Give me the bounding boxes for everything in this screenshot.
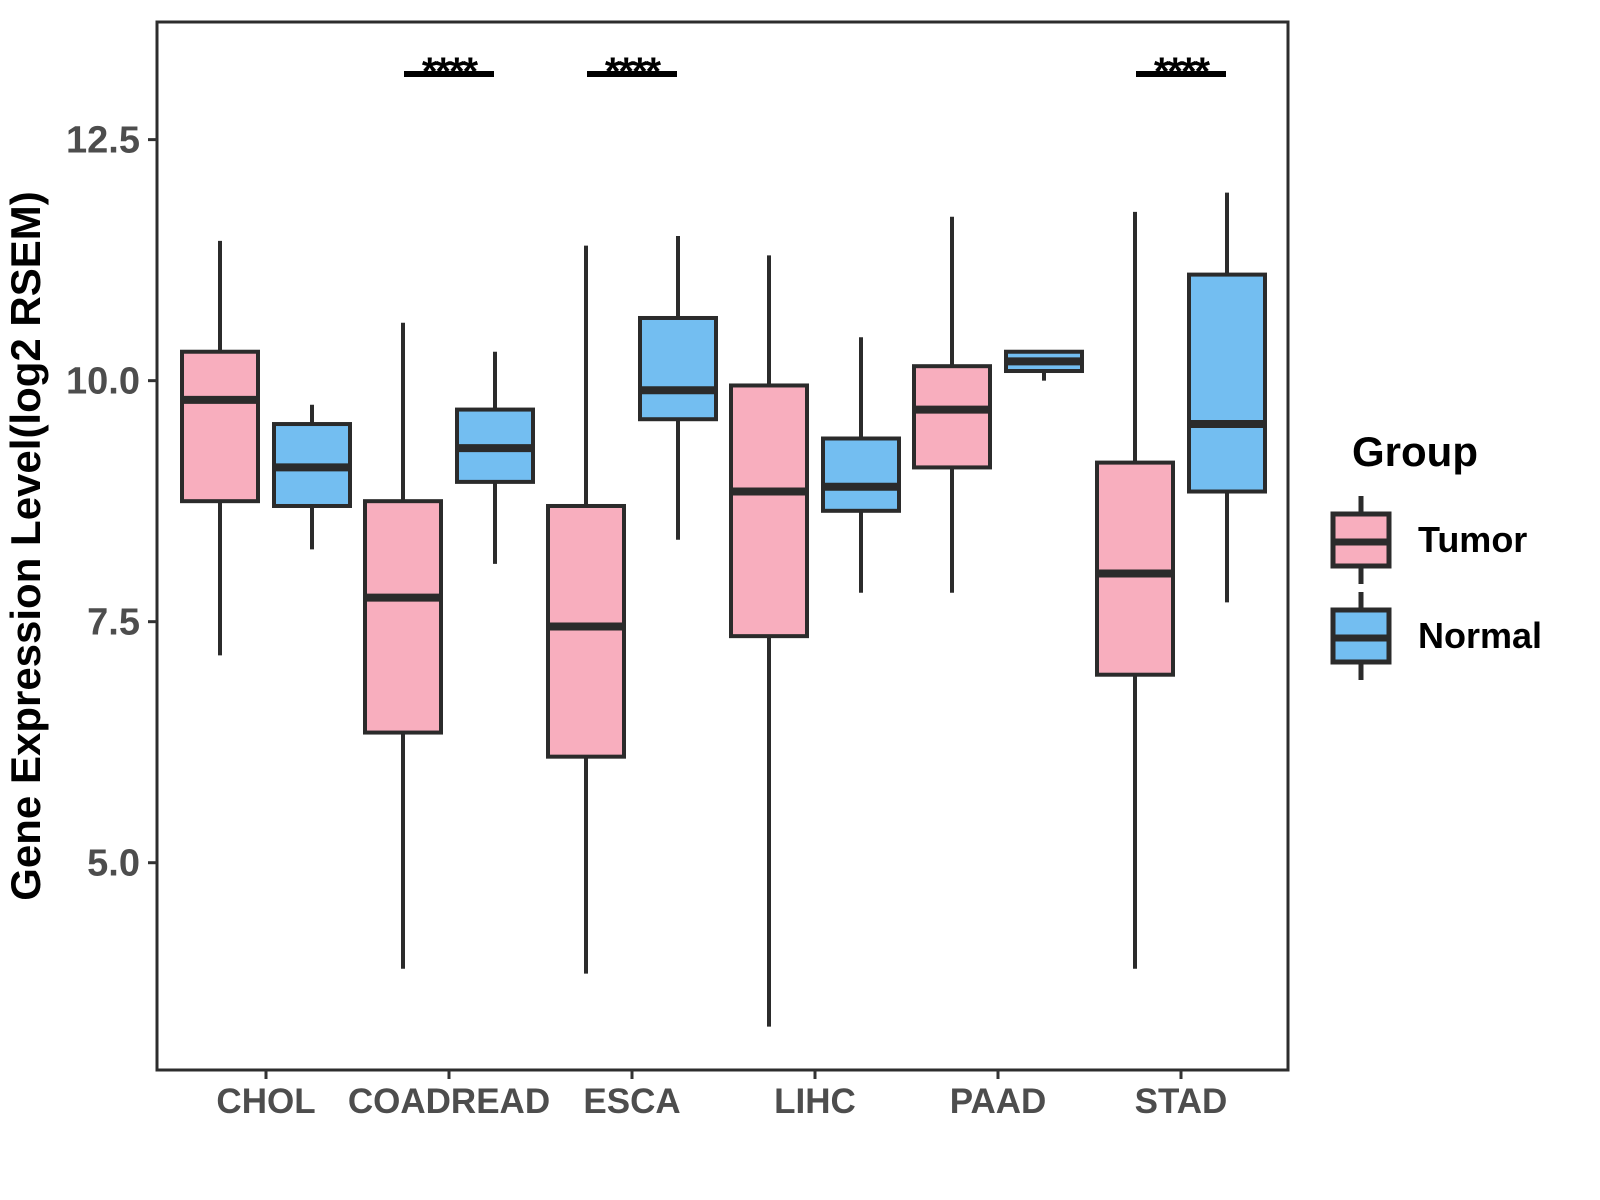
box-tumor-lihc <box>729 383 809 639</box>
legend-title: Group <box>1352 428 1478 475</box>
box-normal-esca <box>638 315 718 422</box>
y-axis-title: Gene Expression Level(log2 RSEM) <box>2 191 49 901</box>
legend-label-normal: Normal <box>1418 615 1543 656</box>
y-tick-label: 10.0 <box>66 361 140 403</box>
box-tumor-esca <box>546 503 626 759</box>
normal-boxplot-key-icon <box>1330 592 1392 680</box>
y-tick-label: 12.5 <box>66 120 140 162</box>
box-tumor-paad <box>912 364 992 470</box>
legend-entry-tumor: Tumor <box>1328 492 1542 588</box>
x-tick-label: STAD <box>1135 1082 1228 1121</box>
plot-content: 5.0 7.5 10.0 12.5 CHOL COADREAD ESCA LIHC PAAD ST… <box>66 50 1267 1121</box>
tumor-boxplot-key-icon <box>1330 496 1392 584</box>
box-tumor-coadread <box>363 499 443 735</box>
y-tick-label: 5.0 <box>87 843 140 885</box>
legend-entry-normal: Normal <box>1328 588 1542 684</box>
y-tick-label: 7.5 <box>87 602 140 644</box>
x-tick-label: COADREAD <box>348 1082 550 1121</box>
x-tick-label: CHOL <box>216 1082 315 1121</box>
box-tumor-stad <box>1095 460 1175 677</box>
x-tick-label: LIHC <box>774 1082 856 1121</box>
box-normal-lihc <box>821 436 901 513</box>
box-tumor-chol <box>180 349 260 504</box>
x-tick-label: PAAD <box>950 1082 1047 1121</box>
x-tick-label: ESCA <box>583 1082 680 1121</box>
legend-label-tumor: Tumor <box>1418 519 1528 560</box>
legend: Group Tumor Normal <box>1328 428 1542 684</box>
box-normal-stad <box>1187 272 1267 494</box>
